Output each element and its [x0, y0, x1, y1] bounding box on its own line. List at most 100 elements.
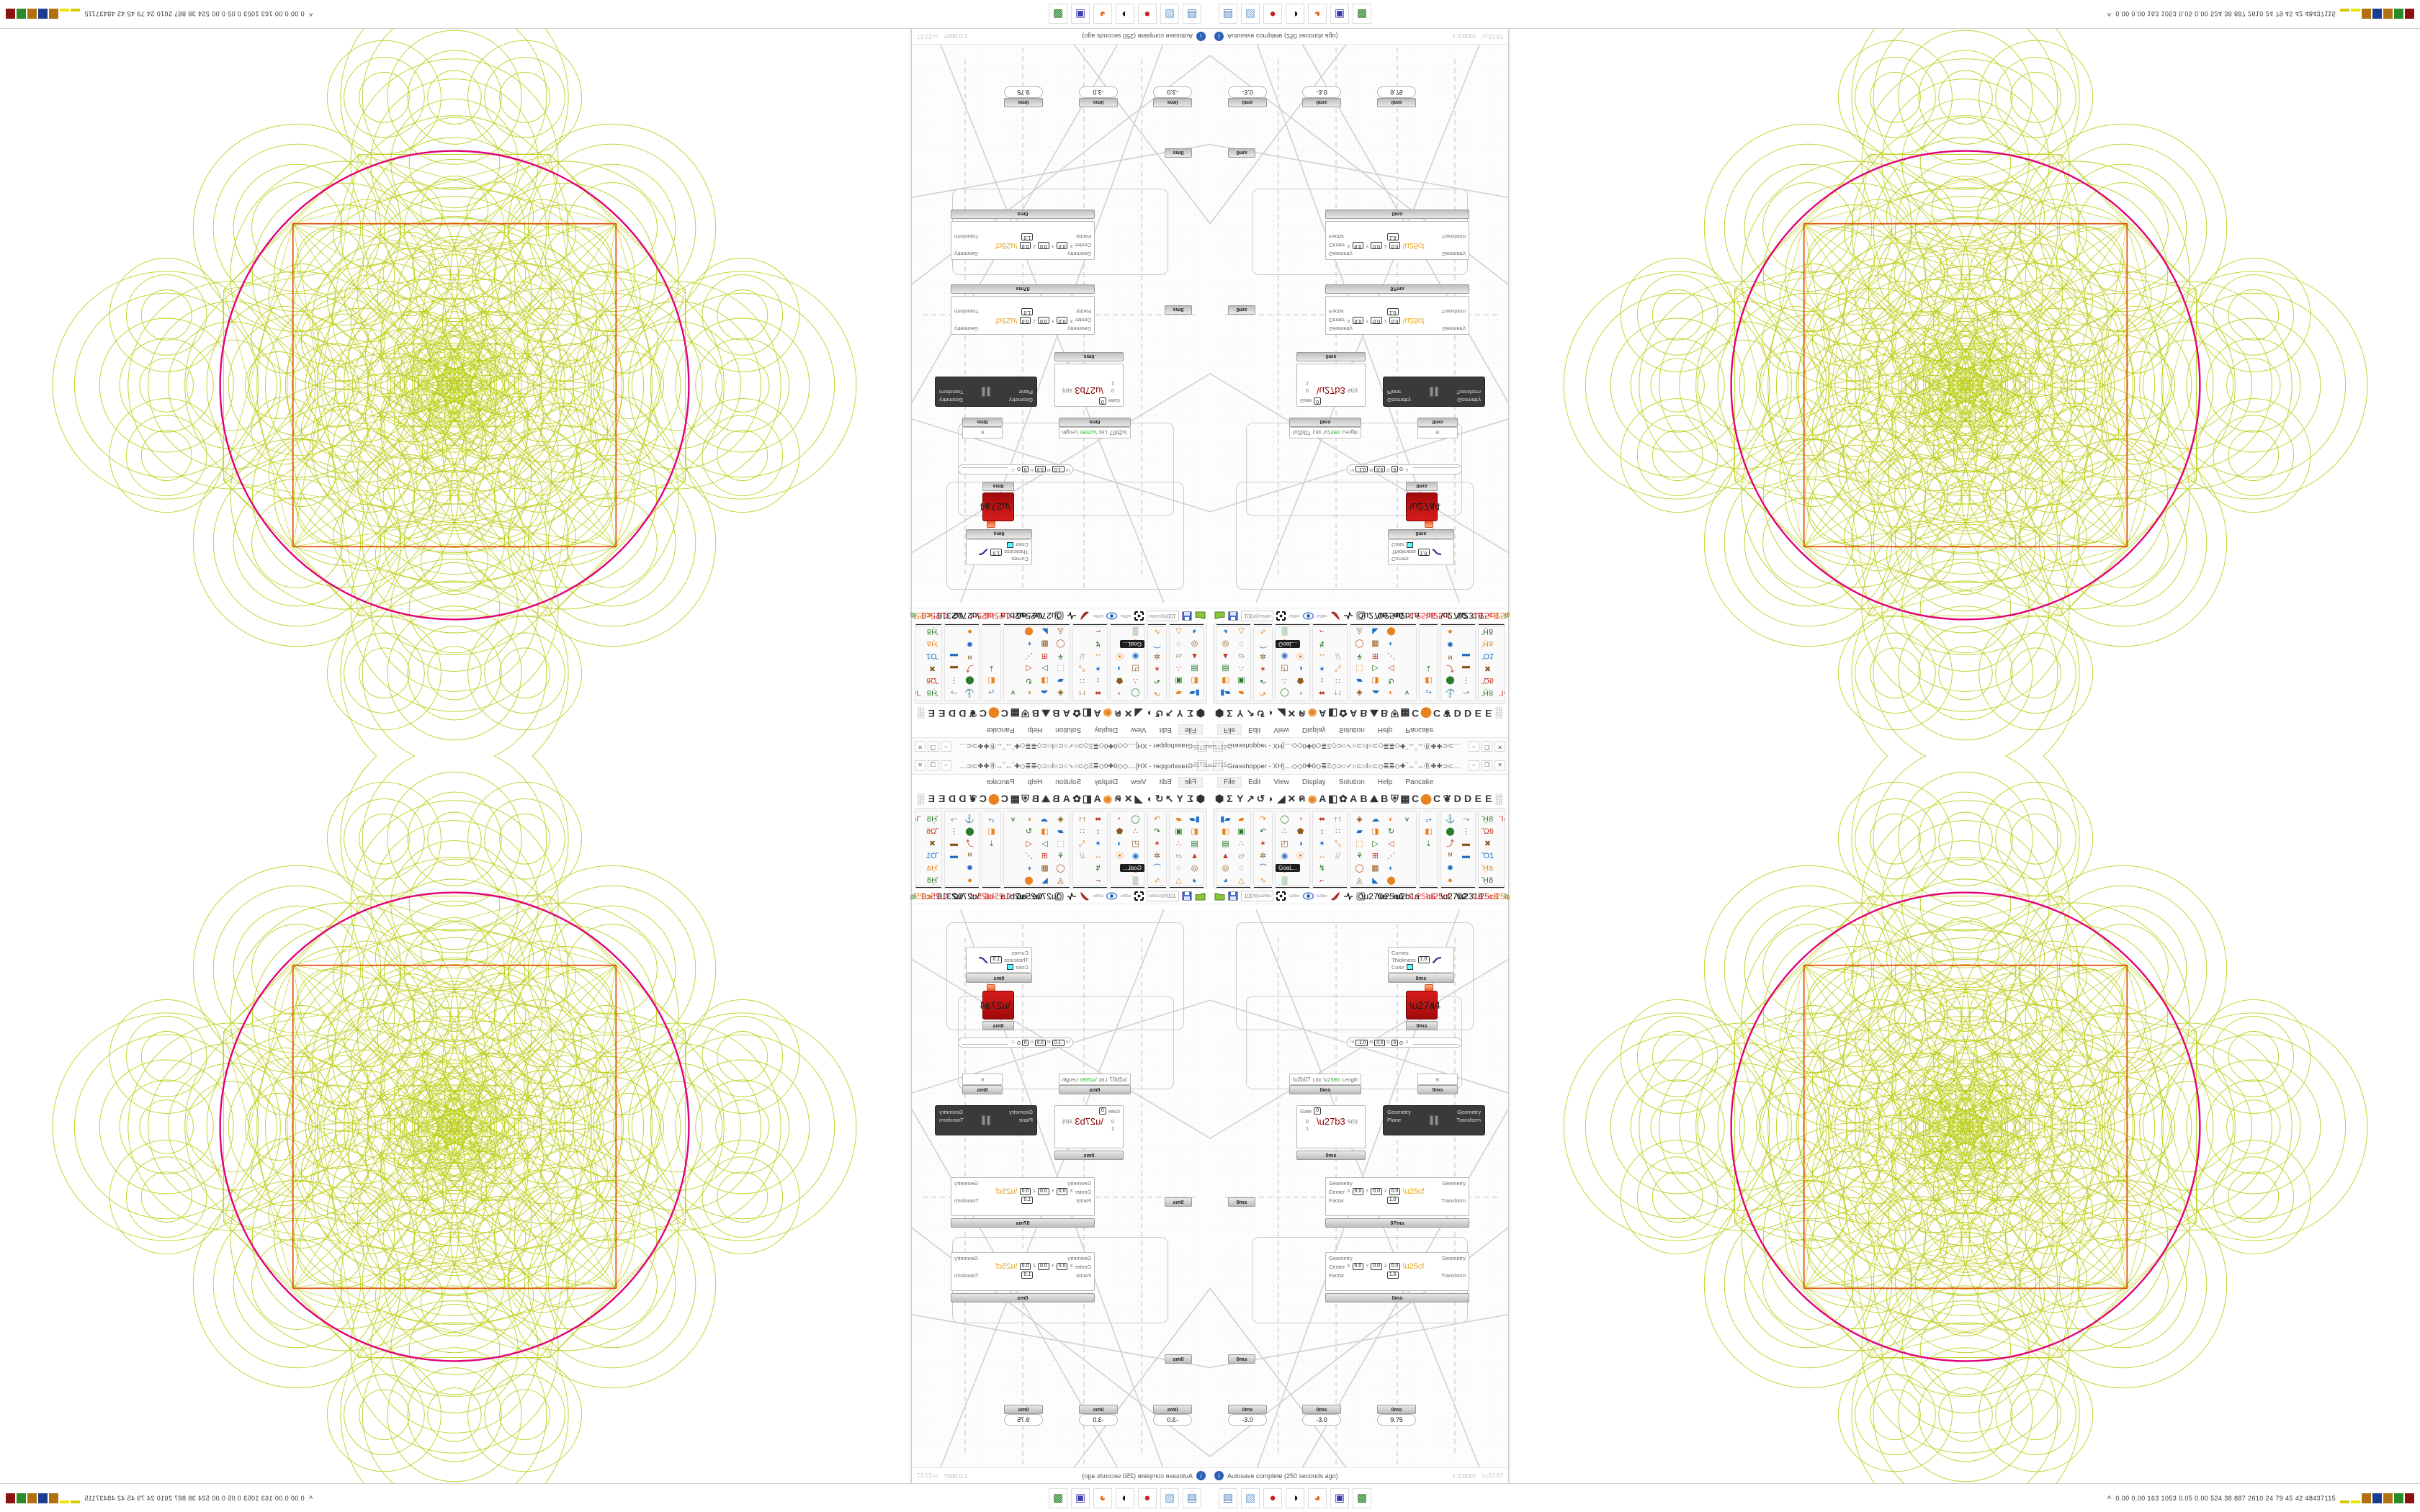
- ribbon-icon[interactable]: ◰: [1131, 664, 1139, 673]
- ribbon-icon[interactable]: ●: [967, 876, 972, 885]
- fit-view-icon[interactable]: [1276, 610, 1286, 622]
- ribbon-icon[interactable]: ✶: [1153, 664, 1161, 673]
- ribbon-icon[interactable]: ▰: [1057, 827, 1064, 836]
- ribbon-tab-26[interactable]: E: [928, 793, 936, 804]
- ribbon-icon[interactable]: ⚘: [1355, 652, 1363, 661]
- thickness-field[interactable]: 1.0: [990, 956, 1003, 963]
- ribbon-icon[interactable]: ◬: [1057, 876, 1064, 885]
- ribbon-icon[interactable]: ▣: [1237, 676, 1245, 685]
- ribbon-icon[interactable]: ◧: [1425, 676, 1433, 685]
- ribbon-tab-13[interactable]: A: [1062, 793, 1070, 804]
- ribbon-tab-7[interactable]: ✕: [1124, 708, 1133, 720]
- fit-view-icon[interactable]: [1134, 890, 1144, 902]
- ribbon-tab-1[interactable]: Σ: [1187, 793, 1193, 804]
- ribbon-icon[interactable]: ᾙ8: [926, 876, 938, 885]
- ribbon-tab-20[interactable]: ⬤: [988, 708, 1000, 720]
- ribbon-icon[interactable]: ▬: [1462, 851, 1470, 860]
- ribbon-tab-12[interactable]: ✿: [1072, 708, 1081, 720]
- ribbon-icon[interactable]: ☁: [1371, 814, 1379, 824]
- slider-dec-value[interactable]: 0: [1391, 1039, 1399, 1046]
- open-folder-icon[interactable]: [1214, 890, 1225, 902]
- ribbon-tab-22[interactable]: ❦: [1443, 792, 1452, 804]
- ribbon-icon[interactable]: ▲: [1222, 652, 1229, 661]
- chevron-down-icon[interactable]: \u25bc: [1120, 613, 1131, 618]
- ribbon-icon[interactable]: ↻: [1387, 827, 1395, 836]
- firefox-icon[interactable]: ◕: [1093, 4, 1112, 24]
- factor-field[interactable]: 1.0: [1021, 1272, 1034, 1279]
- zoom-level-select[interactable]: 100% \u25bc: [1241, 611, 1274, 621]
- ribbon-icon[interactable]: ↑↑: [1334, 688, 1342, 698]
- ribbon-tab-18[interactable]: ▦: [1010, 792, 1020, 804]
- ribbon-tab-24[interactable]: D: [1464, 793, 1472, 804]
- rhino-viewport[interactable]: [0, 0, 910, 756]
- ribbon-icon[interactable]: ⌒: [1153, 863, 1161, 873]
- ribbon-tab-23[interactable]: D: [1453, 793, 1461, 804]
- ribbon-icon[interactable]: ▲: [1191, 851, 1198, 860]
- ribbon-tab-5[interactable]: ◗: [1146, 793, 1152, 804]
- menu-item-file[interactable]: File: [1178, 776, 1203, 788]
- ribbon-icon[interactable]: ◧: [1222, 827, 1229, 836]
- preview-eye-icon[interactable]: [1106, 610, 1118, 622]
- app-icon[interactable]: \u2715: [1210, 760, 1227, 770]
- ribbon-tab-14[interactable]: B: [1360, 793, 1368, 804]
- ribbon-icon[interactable]: ◯: [1355, 863, 1364, 873]
- ribbon-icon[interactable]: ∴: [1239, 664, 1244, 673]
- scale-component-b[interactable]: Geometry Geometry Center X 0.0 Y 0.0 Z 0.0 …: [1325, 221, 1469, 260]
- ribbon-icon[interactable]: ⚓: [964, 688, 975, 698]
- ribbon-icon[interactable]: ◯: [1131, 688, 1140, 698]
- slider-min-value[interactable]: -1.0: [1052, 466, 1065, 473]
- ribbon-icon[interactable]: ▰: [1356, 676, 1363, 685]
- ribbon-icon[interactable]: ✹: [966, 863, 974, 873]
- blender-icon[interactable]: ◑: [1116, 1488, 1134, 1508]
- ribbon-icon[interactable]: ⬌: [1318, 688, 1326, 698]
- notepad-icon[interactable]: ▧: [1160, 4, 1179, 24]
- transform-dark-component[interactable]: Geometry Geometry Plane Transform: [935, 377, 1037, 407]
- color-swatch[interactable]: [1007, 542, 1014, 548]
- ribbon-tab-12[interactable]: ✿: [1072, 792, 1081, 804]
- tray-chevron-icon[interactable]: ˄: [308, 10, 313, 18]
- num-param-2[interactable]: -3.0: [1079, 86, 1118, 98]
- curves-preview-component[interactable]: Curves Thickness 1.0 Color: [1388, 947, 1454, 973]
- close-button[interactable]: ✕: [1494, 742, 1505, 752]
- ribbon-tab-12[interactable]: ✿: [1339, 792, 1348, 804]
- ribbon-icon[interactable]: ◑: [1117, 664, 1122, 673]
- scale-component-b[interactable]: Geometry Geometry Center X 0.0 Y 0.0 Z 0.0 …: [951, 221, 1095, 260]
- ribbon-icon[interactable]: ↯: [1318, 863, 1326, 873]
- ribbon-icon[interactable]: ⬚: [1355, 664, 1363, 673]
- rhino-icon[interactable]: ●: [1138, 1488, 1157, 1508]
- ribbon-icon[interactable]: ⌐: [1095, 627, 1101, 636]
- ribbon-icon[interactable]: ∿: [1259, 627, 1267, 636]
- factor-field[interactable]: 1.0: [1021, 1197, 1034, 1204]
- ribbon-icon[interactable]: ▮▰: [1189, 814, 1200, 824]
- ribbon-icon[interactable]: ⤳: [951, 814, 957, 824]
- ribbon-tab-0[interactable]: ⬢: [1215, 792, 1224, 804]
- ribbon-icon[interactable]: ◨: [1041, 676, 1049, 685]
- calculator-icon[interactable]: ▤: [1183, 4, 1201, 24]
- ribbon-icon[interactable]: ✶: [1318, 664, 1326, 673]
- ribbon-icon[interactable]: ●: [1448, 876, 1453, 885]
- center-z-field[interactable]: 0.0: [1389, 317, 1401, 324]
- ribbon-icon[interactable]: ◐: [1389, 863, 1394, 873]
- ribbon-tab-15[interactable]: ⛰: [1369, 708, 1379, 720]
- ribbon-icon[interactable]: ∷: [1080, 827, 1085, 836]
- center-z-field[interactable]: 0.0: [1019, 242, 1031, 249]
- ribbon-tab-5[interactable]: ◗: [1268, 793, 1274, 804]
- calculator-icon[interactable]: ▤: [1183, 1488, 1201, 1508]
- ribbon-icon[interactable]: ⬌: [1094, 688, 1102, 698]
- ribbon-icon[interactable]: ◑: [1298, 839, 1303, 848]
- ribbon-icon[interactable]: ⊞: [1041, 652, 1049, 661]
- menu-item-edit[interactable]: Edit: [1248, 726, 1261, 734]
- num-param-1[interactable]: -3.0: [1153, 1414, 1192, 1426]
- ribbon-tab-14[interactable]: B: [1360, 708, 1368, 719]
- center-z-field[interactable]: 0.0: [1019, 1188, 1031, 1195]
- rhino-icon[interactable]: ●: [1263, 4, 1282, 24]
- ribbon-icon[interactable]: ⬟: [1116, 827, 1124, 836]
- maximize-button[interactable]: ❐: [1482, 742, 1492, 752]
- factor-field[interactable]: 1.0: [1386, 1197, 1399, 1204]
- ribbon-icon[interactable]: ◣: [1041, 627, 1048, 636]
- tray-chevron-icon[interactable]: ˄: [308, 1494, 313, 1502]
- ribbon-icon[interactable]: ⬤: [1024, 876, 1034, 885]
- ribbon-icon[interactable]: ⤓: [990, 839, 993, 848]
- ribbon-icon[interactable]: ⩛: [1404, 814, 1410, 824]
- ribbon-icon[interactable]: ▱: [1238, 652, 1245, 661]
